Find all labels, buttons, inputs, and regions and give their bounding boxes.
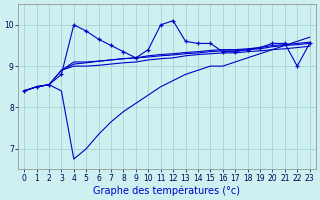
X-axis label: Graphe des températures (°c): Graphe des températures (°c)	[93, 185, 240, 196]
